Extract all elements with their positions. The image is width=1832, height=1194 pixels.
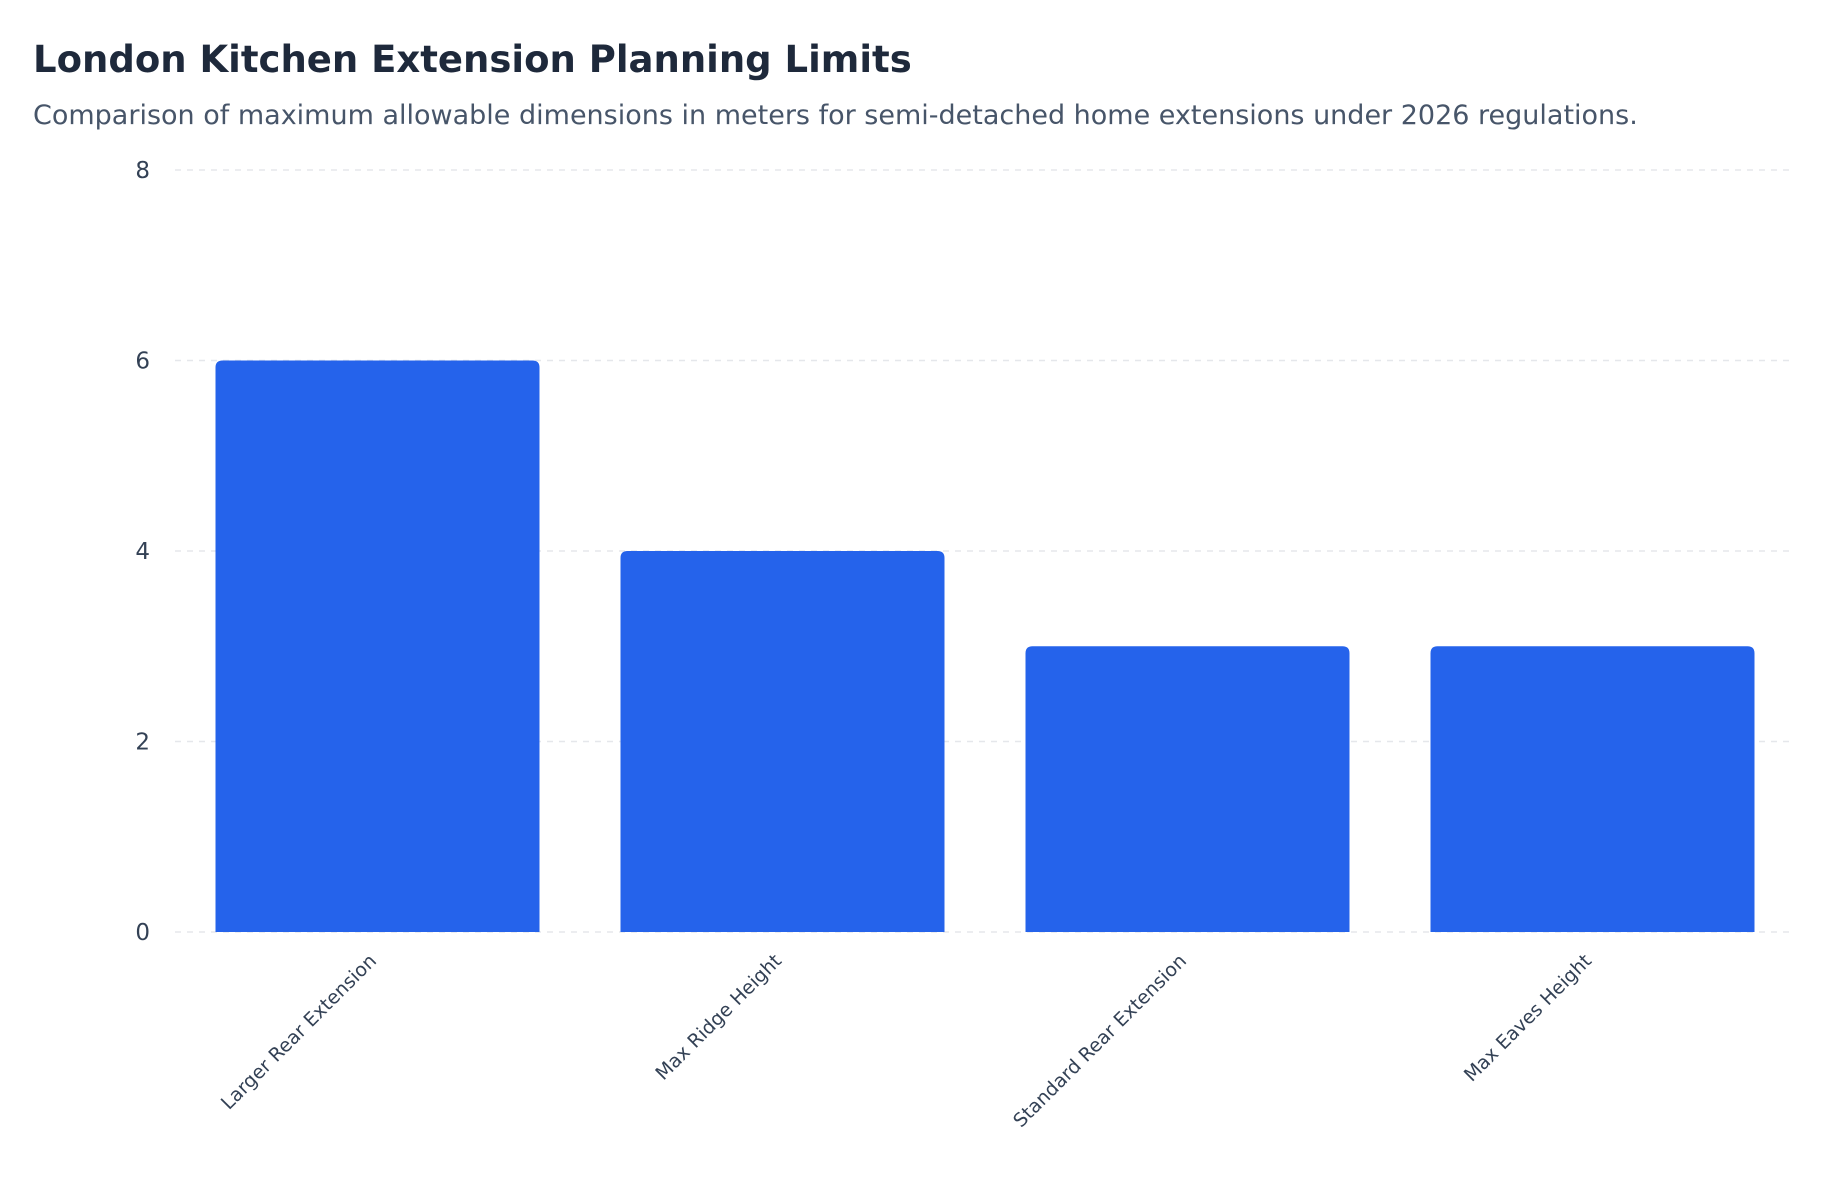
bar-max-eaves-height[interactable] (1430, 646, 1755, 932)
bar-larger-rear-extension[interactable] (215, 360, 540, 933)
x-axis: Larger Rear Extension Max Ridge Height Sta… (217, 950, 1596, 1132)
y-tick-label: 8 (135, 158, 150, 184)
x-tick-label: Max Eaves Height (1460, 950, 1596, 1086)
bar-standard-rear-extension[interactable] (1025, 646, 1350, 932)
y-tick-label: 2 (135, 730, 150, 756)
x-tick-label: Standard Rear Extension (1009, 950, 1191, 1132)
bars (215, 360, 1755, 933)
chart-subtitle: Comparison of maximum allowable dimensio… (33, 100, 1638, 131)
x-tick-label: Max Ridge Height (651, 950, 786, 1085)
y-axis: 0 2 4 6 8 (135, 158, 150, 946)
y-tick-label: 6 (135, 349, 150, 375)
y-tick-label: 0 (135, 920, 150, 946)
y-tick-label: 4 (135, 539, 150, 565)
bar-max-ridge-height[interactable] (620, 551, 945, 932)
chart-title: London Kitchen Extension Planning Limits (33, 38, 912, 81)
x-tick-label: Larger Rear Extension (217, 950, 381, 1114)
